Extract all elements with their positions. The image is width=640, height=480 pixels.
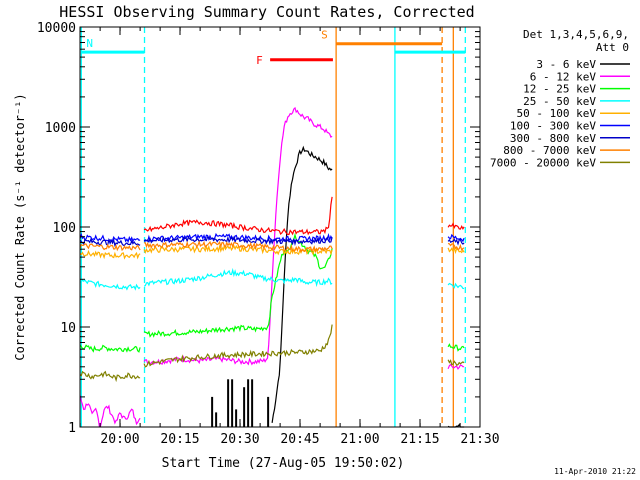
x-tick-label: 20:00 (100, 432, 139, 447)
series-300-800-kev-segment-0 (79, 237, 141, 247)
interval-bar-label-S: S (321, 29, 328, 42)
y-tick-label: 1 (68, 421, 76, 436)
series-3-6-kev-segment-0 (271, 145, 333, 423)
y-tick-label: 1000 (45, 121, 76, 136)
series-100-300-kev-segment-2 (447, 233, 465, 243)
series-6-12-kev-segment-2 (447, 363, 465, 370)
legend-label-12-25-kev: 12 - 25 keV (523, 83, 596, 96)
series-25-50-kev-segment-1 (143, 267, 333, 288)
legend-header-line-2: Att 0 (596, 41, 629, 54)
series-50-100-kev-segment-2 (447, 246, 465, 255)
legend-header-line-1: Det 1,3,4,5,6,9, (523, 28, 629, 41)
y-tick-label: 10 (60, 321, 76, 336)
legend-label-100-300-kev: 100 - 300 keV (510, 120, 596, 133)
x-axis-label: Start Time (27-Aug-05 19:50:02) (162, 456, 405, 471)
y-tick-label: 10000 (37, 21, 76, 36)
x-tick-label: 21:30 (460, 432, 499, 447)
plot-layer: N F S (79, 27, 466, 428)
legend-label-6-12-kev: 6 - 12 keV (530, 70, 597, 83)
x-axis-ticks: 20:00 20:15 20:30 20:45 21:00 21:15 21:30 (79, 27, 500, 447)
x-tick-label: 20:30 (220, 432, 259, 447)
x-tick-label: 20:45 (280, 432, 319, 447)
series-7000-20000-kev-segment-1 (143, 324, 333, 368)
series-50-100-kev-segment-1 (143, 244, 333, 256)
interval-bar-label-F: F (256, 54, 263, 67)
series-50-100-kev-segment-0 (79, 249, 141, 260)
x-tick-label: 21:15 (400, 432, 439, 447)
interval-bar-label-N: N (86, 37, 93, 50)
series-25-50-kev-segment-0 (79, 279, 141, 291)
y-axis-label: Corrected Count Rate (s⁻¹ detector⁻¹) (13, 93, 27, 360)
legend-label-25-50-kev: 25 - 50 keV (523, 95, 596, 108)
legend-label-7000-20000-kev: 7000 - 20000 keV (490, 156, 596, 169)
series-12-25-kev-segment-0 (79, 344, 141, 353)
y-tick-label: 100 (53, 221, 76, 236)
legend-label-800-7000-kev: 800 - 7000 keV (503, 144, 596, 157)
x-tick-label: 21:00 (340, 432, 379, 447)
series-300-800-kev-segment-2 (447, 238, 465, 246)
series-800-7000-kev-segment-1 (144, 240, 333, 254)
chart-title: HESSI Observing Summary Count Rates, Cor… (59, 3, 474, 21)
series-300-800-kev-segment-1 (143, 235, 333, 247)
series-6-12-kev-segment-1 (143, 106, 333, 366)
series-100-300-kev-segment-0 (79, 232, 141, 244)
legend-label-3-6-kev: 3 - 6 keV (536, 58, 596, 71)
series-25-50-kev-segment-2 (447, 282, 465, 290)
legend-label-300-800-kev: 300 - 800 keV (510, 132, 596, 145)
series-800-7000-kev-segment-0 (79, 243, 141, 252)
series-6-12-kev-segment-0 (79, 395, 141, 427)
series-extra-9-segment-0 (143, 196, 333, 236)
series-12-25-kev-segment-2 (447, 343, 465, 352)
footer-date: 11-Apr-2010 21:22 (554, 467, 636, 476)
legend-label-50-100-kev: 50 - 100 keV (517, 107, 597, 120)
series-800-7000-kev-segment-2 (447, 242, 465, 252)
x-tick-label: 20:15 (160, 432, 199, 447)
series-7000-20000-kev-segment-2 (447, 359, 465, 366)
series-7000-20000-kev-segment-0 (79, 370, 141, 383)
y-axis-ticks: 1 10 100 1000 10000 (37, 21, 480, 436)
series-extra-9-segment-1 (447, 222, 465, 231)
